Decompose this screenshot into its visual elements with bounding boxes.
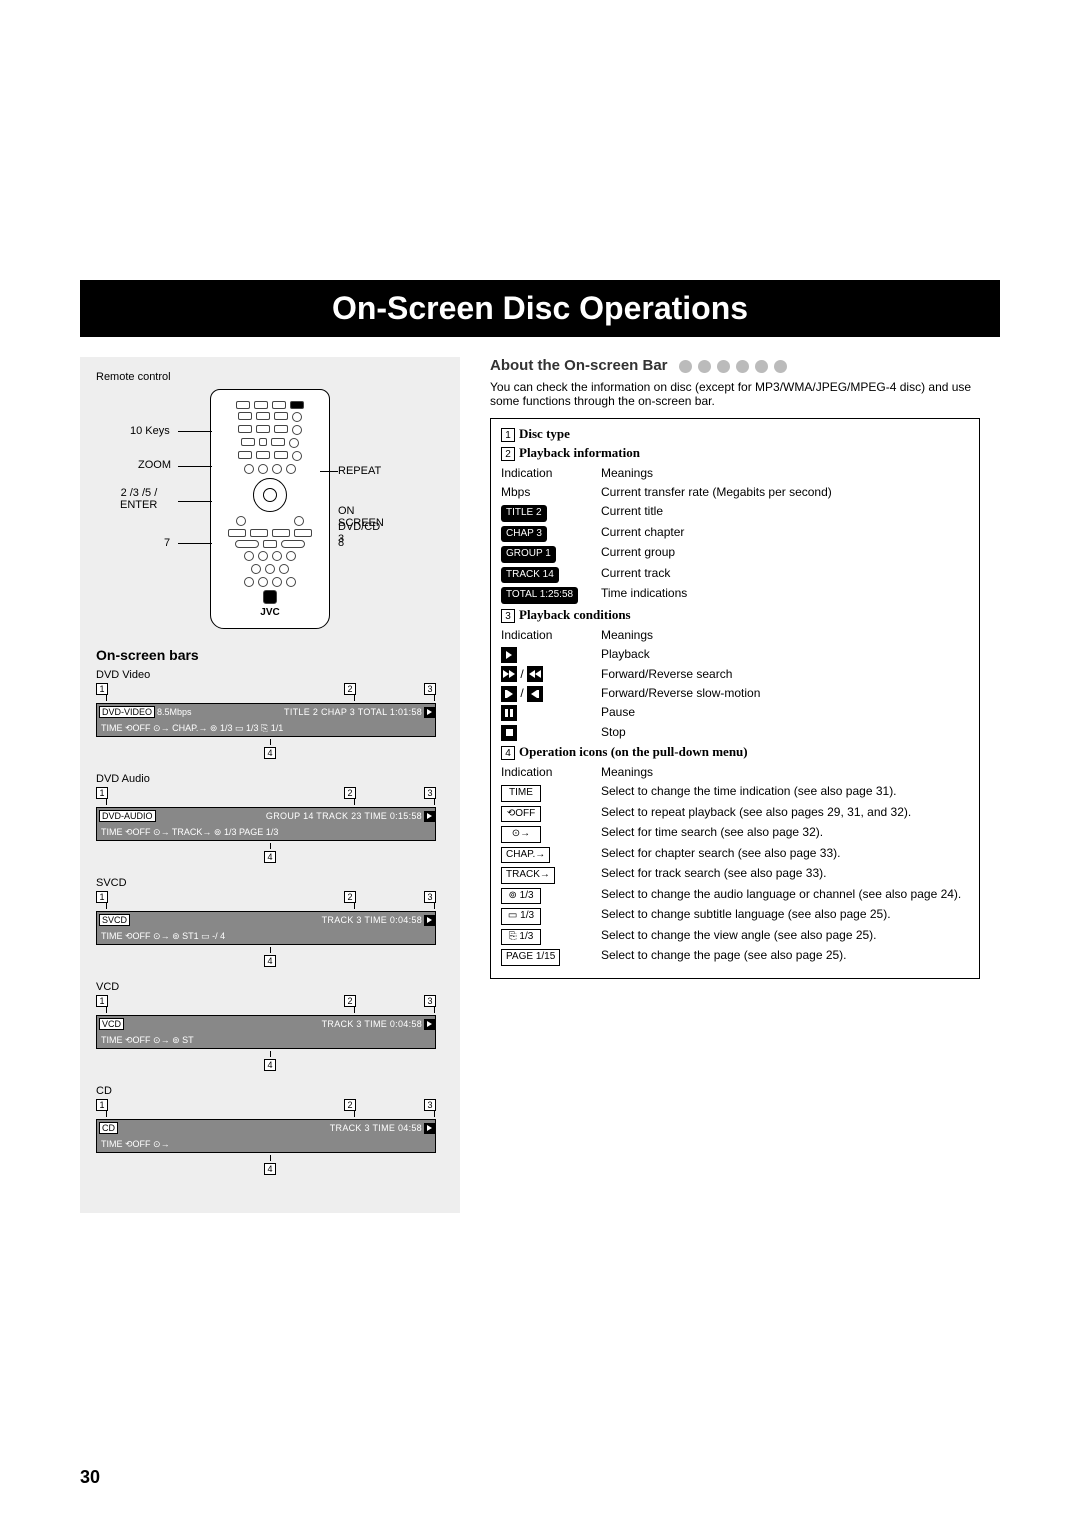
operation-icon-row: ▭ 1/3Select to change subtitle language … <box>501 906 969 925</box>
operation-icon: TRACK→ <box>501 867 555 884</box>
label-zoom: ZOOM <box>138 459 171 471</box>
label-7: 7 <box>164 537 170 549</box>
disc-type-chip: VCD <box>99 1018 124 1030</box>
playback-info-row: TITLE 2Current title <box>501 503 969 522</box>
playback-condition-row: IndicationMeanings <box>501 627 969 644</box>
right-column: About the On-screen Bar You can check th… <box>490 357 980 1213</box>
bar-label: SVCD <box>96 877 444 889</box>
playback-info-row: TRACK 14Current track <box>501 565 969 584</box>
bar-label: DVD Audio <box>96 773 444 785</box>
playback-condition-row: Stop <box>501 724 969 741</box>
about-heading: About the On-screen Bar <box>490 357 668 374</box>
bar-label: DVD Video <box>96 669 444 681</box>
label-repeat: REPEAT <box>338 465 381 477</box>
label-enter: 2 /3 /5 / ENTER <box>120 487 157 511</box>
operation-icon-row: TRACK→Select for track search (see also … <box>501 865 969 884</box>
remote-caption: Remote control <box>96 371 444 383</box>
operation-icon: ⊙→ <box>501 826 541 843</box>
left-column: Remote control 10 Keys ZOOM 2 /3 /5 / EN… <box>80 357 460 1213</box>
playback-info-row: TOTAL 1:25:58Time indications <box>501 585 969 604</box>
about-intro: You can check the information on disc (e… <box>490 380 980 408</box>
disc-type-chip: SVCD <box>99 914 130 926</box>
bar-svcd: SVCD 1 2 3 SVCD TRACK 3 TIME 0:04:58 TIM… <box>96 877 444 967</box>
bars-container: DVD Video 1 2 3 DVD-VIDEO 8.5Mbps TITLE … <box>96 669 444 1175</box>
play-icon <box>424 1123 435 1134</box>
operation-icon: ⊚ 1/3 <box>501 888 541 905</box>
operation-icon: TIME <box>501 785 541 802</box>
slow-reverse-icon <box>527 686 543 702</box>
s1: Disc type <box>519 426 570 441</box>
disc-type-chip: DVD-VIDEO <box>99 706 155 718</box>
bar-strip: SVCD TRACK 3 TIME 0:04:58 TIME ⟲OFF ⊙→ ⊚… <box>96 911 436 945</box>
stop-icon <box>501 725 517 741</box>
label-8: 8 <box>338 537 344 549</box>
operation-icon-row: PAGE 1/15Select to change the page (see … <box>501 947 969 966</box>
operation-icon: ▭ 1/3 <box>501 908 541 925</box>
pause-icon <box>501 705 517 721</box>
playback-info-row: MbpsCurrent transfer rate (Megabits per … <box>501 484 969 501</box>
bar-label: CD <box>96 1085 444 1097</box>
disc-type-chip: CD <box>99 1122 118 1134</box>
operation-icon-row: IndicationMeanings <box>501 764 969 781</box>
playback-condition-row: Playback <box>501 646 969 663</box>
s4: Operation icons (on the pull-down menu) <box>519 744 748 759</box>
operation-icon: CHAP.→ <box>501 847 550 864</box>
content: Remote control 10 Keys ZOOM 2 /3 /5 / EN… <box>80 357 1000 1213</box>
indication-pill: CHAP 3 <box>501 526 547 543</box>
playback-info-row: CHAP 3Current chapter <box>501 524 969 543</box>
playback-info-row: GROUP 1Current group <box>501 544 969 563</box>
remote-body: JVC <box>210 389 330 629</box>
operation-icon-row: TIMESelect to change the time indication… <box>501 783 969 802</box>
indication-pill: TRACK 14 <box>501 567 559 584</box>
fast-forward-icon <box>501 666 517 682</box>
remote-diagram: 10 Keys ZOOM 2 /3 /5 / ENTER 7 REPEAT ON… <box>160 389 380 629</box>
info-box: 1Disc type 2Playback information Indicat… <box>490 418 980 979</box>
play-icon <box>501 647 517 663</box>
s2: Playback information <box>519 445 640 460</box>
slow-forward-icon <box>501 686 517 702</box>
operation-icon: ⟲OFF <box>501 806 541 823</box>
bar-strip: CD TRACK 3 TIME 04:58 TIME ⟲OFF ⊙→ <box>96 1119 436 1153</box>
bar-dvd-audio: DVD Audio 1 2 3 DVD-AUDIO GROUP 14 TRACK… <box>96 773 444 863</box>
playback-condition-row: / Forward/Reverse slow-motion <box>501 685 969 702</box>
label-dvdcd3: DVD/CD 3 <box>338 521 380 545</box>
operation-icon-row: ⊚ 1/3Select to change the audio language… <box>501 886 969 905</box>
play-icon <box>424 811 435 822</box>
operation-icon-row: ⊙→Select for time search (see also page … <box>501 824 969 843</box>
bar-label: VCD <box>96 981 444 993</box>
operation-icon: PAGE 1/15 <box>501 949 560 966</box>
bar-strip: VCD TRACK 3 TIME 0:04:58 TIME ⟲OFF ⊙→ ⊚ … <box>96 1015 436 1049</box>
s3: Playback conditions <box>519 607 631 622</box>
page-title: On-Screen Disc Operations <box>80 280 1000 337</box>
bar-cd: CD 1 2 3 CD TRACK 3 TIME 04:58 TIME ⟲OFF… <box>96 1085 444 1175</box>
disc-dots <box>679 360 787 373</box>
operation-icon: ⎘ 1/3 <box>501 929 541 946</box>
operation-icon-row: CHAP.→Select for chapter search (see als… <box>501 845 969 864</box>
bar-vcd: VCD 1 2 3 VCD TRACK 3 TIME 0:04:58 TIME … <box>96 981 444 1071</box>
operation-icon-row: ⎘ 1/3Select to change the view angle (se… <box>501 927 969 946</box>
playback-condition-row: Pause <box>501 704 969 721</box>
indication-pill: TOTAL 1:25:58 <box>501 587 578 604</box>
remote-brand: JVC <box>217 607 323 618</box>
play-icon <box>424 915 435 926</box>
about-heading-row: About the On-screen Bar <box>490 357 980 374</box>
onscreen-bars-heading: On-screen bars <box>96 647 444 663</box>
operation-icon-row: ⟲OFFSelect to repeat playback (see also … <box>501 804 969 823</box>
playback-info-row: IndicationMeanings <box>501 465 969 482</box>
label-10keys: 10 Keys <box>130 425 170 437</box>
play-icon <box>424 1019 435 1030</box>
play-icon <box>424 707 435 718</box>
disc-type-chip: DVD-AUDIO <box>99 810 156 822</box>
bar-strip: DVD-AUDIO GROUP 14 TRACK 23 TIME 0:15:58… <box>96 807 436 841</box>
bar-strip: DVD-VIDEO 8.5Mbps TITLE 2 CHAP 3 TOTAL 1… <box>96 703 436 737</box>
playback-condition-row: / Forward/Reverse search <box>501 666 969 683</box>
indication-pill: GROUP 1 <box>501 546 556 563</box>
indication-pill: TITLE 2 <box>501 505 547 522</box>
rewind-icon <box>527 666 543 682</box>
bar-dvd-video: DVD Video 1 2 3 DVD-VIDEO 8.5Mbps TITLE … <box>96 669 444 759</box>
page-number: 30 <box>80 1467 100 1488</box>
